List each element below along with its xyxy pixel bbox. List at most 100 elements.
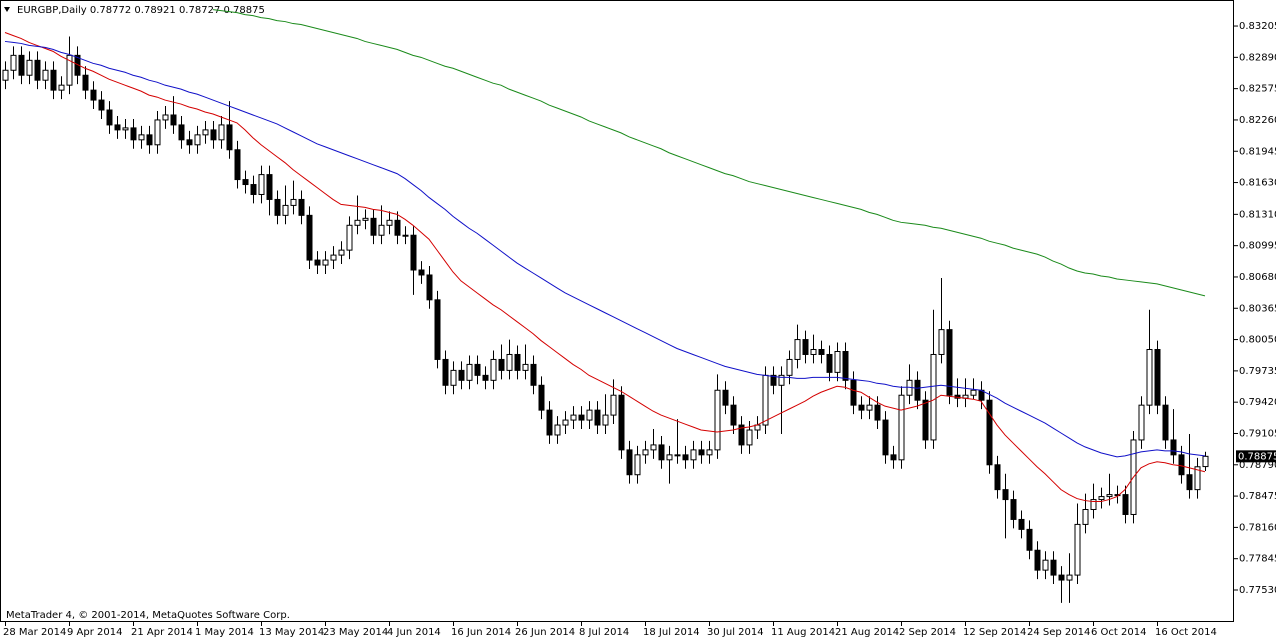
candle-body [1010,499,1017,520]
candle-body [282,204,289,216]
candle-body [418,269,425,276]
candle-body [714,389,721,451]
candle-body [770,374,777,386]
candle-body [594,409,601,426]
candle-body [290,198,297,206]
candle-body [666,454,673,461]
candle-body [186,139,193,146]
x-tick-label: 30 Jul 2014 [707,627,764,638]
moving-average [4,32,1206,503]
candle-body [10,54,17,71]
candle-body [538,384,545,411]
candle-body [610,394,617,416]
candle-body [634,454,641,476]
candle-body [674,454,681,457]
candle-body [1034,549,1041,571]
candle-body [338,249,345,256]
y-tick-label: 0.79735 [1239,366,1276,377]
candle-body [658,444,665,461]
candle-body [730,404,737,426]
candle-body [1050,559,1057,576]
candle-body [42,69,49,81]
candle-body [178,124,185,141]
candle-body [354,219,361,226]
y-tick-label: 0.83205 [1239,21,1276,32]
candle-body [458,369,465,381]
candle-body [386,219,393,226]
candle-body [1122,494,1129,515]
x-tick-label: 18 Jul 2014 [643,627,700,638]
candle-body [586,409,593,421]
candle-body [850,379,857,406]
candle-body [106,109,113,126]
y-tick-label: 0.77845 [1239,554,1276,565]
candle-body [1018,518,1025,530]
menu-arrow [4,7,10,12]
x-tick-label: 21 Aug 2014 [835,627,899,638]
candle-body [1186,474,1193,491]
chart-title: EURGBP,Daily 0.78772 0.78921 0.78727 0.7… [17,5,265,16]
candle-body [826,353,833,373]
candle-body [898,394,905,461]
candle-body [578,414,585,421]
candle-body [922,399,929,441]
x-tick-label: 16 Jun 2014 [451,627,511,638]
candle-body [858,404,865,411]
candle-body [26,59,33,76]
x-tick-label: 13 May 2014 [259,627,324,638]
candle-body [802,339,809,355]
candle-body [602,414,609,426]
candle-body [618,394,625,451]
candle-body [642,449,649,456]
candle-body [90,89,97,101]
x-tick-label: 24 Sep 2014 [1027,627,1090,638]
price-label-box [1236,450,1276,463]
y-tick-label: 0.82575 [1239,84,1276,95]
candle-body [626,449,633,476]
candle-body [450,369,457,386]
candle-body [570,414,577,421]
x-tick-label: 4 Jun 2014 [387,627,441,638]
candle-body [370,217,377,236]
y-tick-label: 0.80995 [1239,241,1276,252]
x-tick-label: 8 Jul 2014 [579,627,629,638]
candle-body [34,59,41,81]
candle-body [1090,499,1097,511]
candle-body [250,184,257,195]
candle-body [970,389,977,396]
candle-body [1178,454,1185,476]
candle-body [554,424,561,436]
candle-body [706,449,713,456]
candle-body [1074,523,1081,576]
candle-body [1162,404,1169,441]
candle-body [946,329,953,396]
candle-body [530,363,537,386]
candle-body [1194,466,1201,491]
candle-body [242,179,249,186]
candle-body [490,358,497,381]
candle-body [722,389,729,406]
candle-body [410,234,417,271]
x-tick-label: 21 Apr 2014 [131,627,193,638]
candle-body [394,219,401,236]
y-tick-label: 0.81945 [1239,146,1276,157]
candle-body [98,99,105,111]
candle-body [762,374,769,426]
candle-body [122,127,129,131]
candle-body [930,353,937,441]
candle-body [1026,528,1033,551]
candle-body [498,358,505,371]
candle-body [794,339,801,360]
candle-body [522,363,529,371]
candle-body [82,74,89,91]
moving-average [212,9,1206,297]
candle-body [2,69,9,81]
candle-body [746,429,753,446]
candle-body [1066,574,1073,581]
candle-body [442,358,449,386]
candle-body [426,274,433,301]
